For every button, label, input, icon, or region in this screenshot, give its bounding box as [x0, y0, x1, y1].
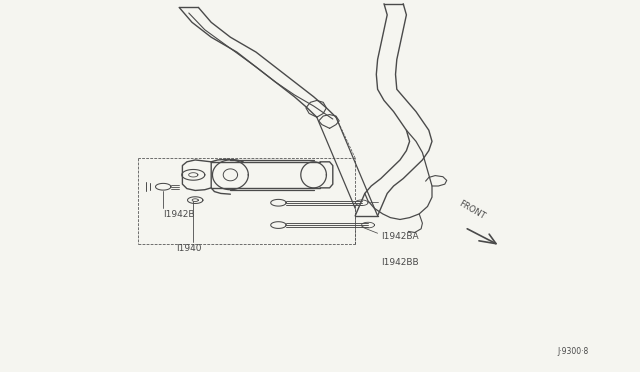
Text: J·9300·8: J·9300·8: [557, 347, 588, 356]
Text: l1942B: l1942B: [163, 210, 195, 219]
Text: FRONT: FRONT: [458, 199, 487, 221]
Text: l1942BA: l1942BA: [381, 232, 419, 241]
Text: l1940: l1940: [176, 244, 202, 253]
Text: l1942BB: l1942BB: [381, 258, 419, 267]
